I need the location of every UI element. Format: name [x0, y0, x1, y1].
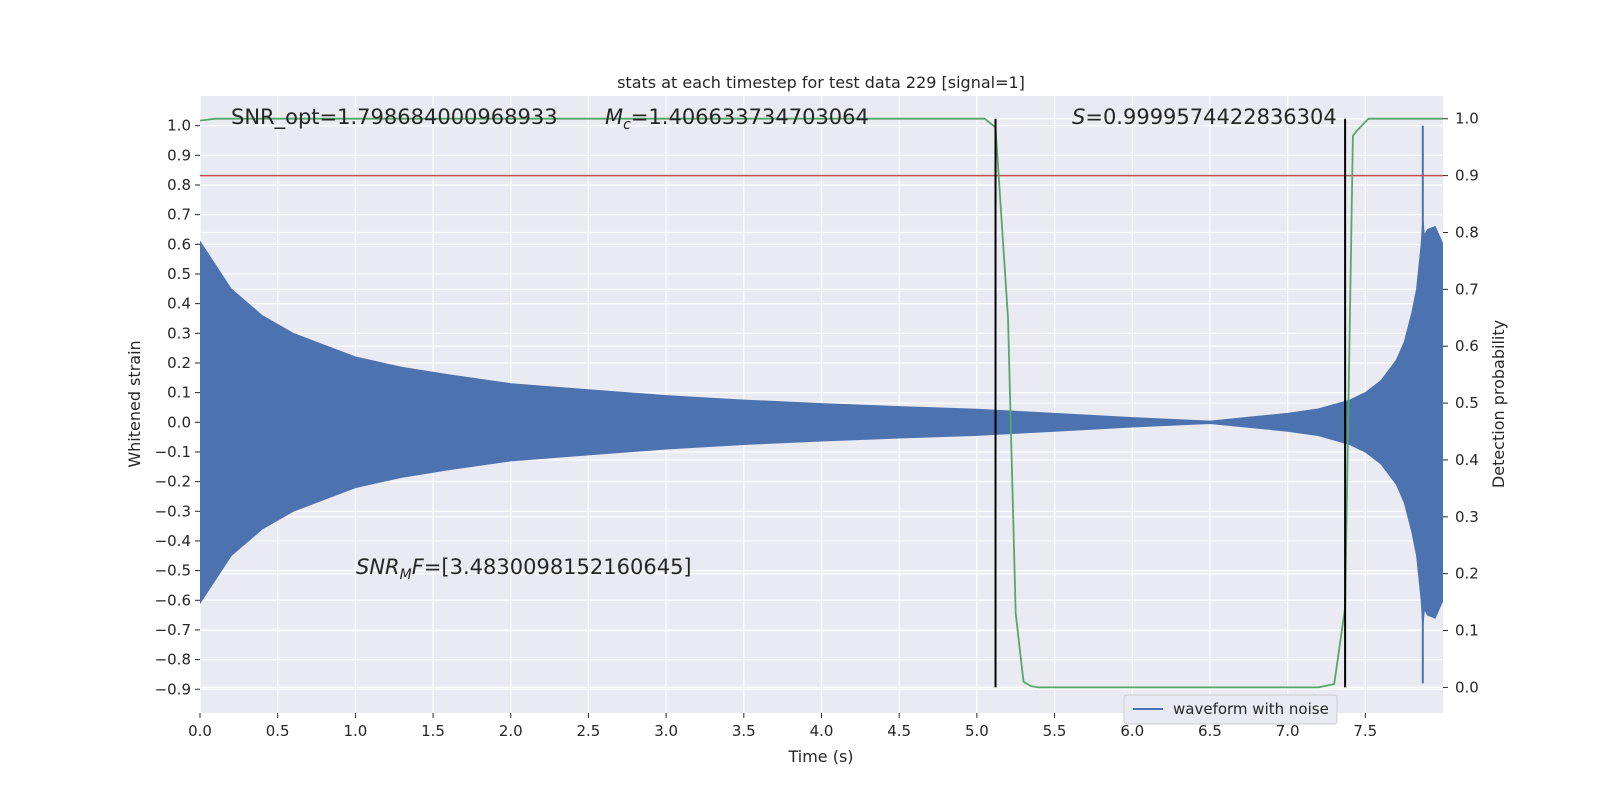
y-tick-label: 0.5: [167, 265, 191, 283]
chirp-mass-subscript: c: [623, 117, 631, 133]
y-tick-label: 0.0: [167, 413, 191, 431]
x-axis-title: Time (s): [787, 747, 853, 766]
x-tick-label: 3.5: [732, 722, 756, 740]
chirp-mass-value: =1.406633734703064: [631, 105, 869, 129]
y-tick-label: −0.5: [155, 562, 191, 580]
y-tick-label: 0.9: [167, 146, 191, 164]
x-tick-label: 5.0: [965, 722, 989, 740]
y-tick-label: 0.3: [167, 324, 191, 342]
y-right-tick-label: 0.6: [1455, 337, 1479, 355]
y-tick-label: −0.9: [155, 680, 191, 698]
legend: waveform with noise: [1123, 694, 1338, 725]
y-tick-label: −0.2: [155, 473, 191, 491]
legend-label-waveform: waveform with noise: [1173, 700, 1329, 718]
x-tick-label: 7.5: [1353, 722, 1377, 740]
y-tick-label: −0.1: [155, 443, 191, 461]
y-axis-title: Whitened strain: [125, 340, 144, 467]
snr-mf-symbol: SNR: [356, 555, 400, 579]
y-tick-label: −0.3: [155, 502, 191, 520]
grid: [199, 96, 1443, 713]
y-tick-label: 0.4: [167, 295, 191, 313]
x-tick-label: 5.5: [1043, 722, 1067, 740]
x-tick-label: 6.0: [1120, 722, 1144, 740]
y-right-tick-label: 0.4: [1455, 451, 1479, 469]
y-tick-label: −0.8: [155, 651, 191, 669]
legend-box: [1123, 694, 1338, 725]
y-tick-label: 0.6: [167, 235, 191, 253]
chart-marks: [200, 117, 1443, 689]
snr-mf-value: =[3.4830098152160645]: [424, 555, 692, 579]
y-right-tick-label: 0.0: [1455, 678, 1479, 696]
snr-mf-annotation: SNRMF=[3.4830098152160645]: [356, 555, 692, 583]
y-right-tick-label: 1.0: [1455, 110, 1479, 128]
chart-title: stats at each timestep for test data 229…: [617, 73, 1025, 92]
x-tick-label: 2.0: [499, 722, 523, 740]
y-tick-label: 0.8: [167, 176, 191, 194]
y-tick-label: 0.2: [167, 354, 191, 372]
snr-mf-symbol-tail: F: [412, 555, 425, 579]
x-tick-label: 0.0: [188, 722, 212, 740]
y-right-tick-label: 0.5: [1455, 394, 1479, 412]
detection-probability-series: [200, 117, 1443, 689]
y-right-tick-label: 0.3: [1455, 508, 1479, 526]
y-right-tick-label: 0.1: [1455, 622, 1479, 640]
snr-mf-subscript: M: [400, 567, 412, 583]
detection-stat-annotation: S=0.9999574422836304: [1072, 105, 1337, 129]
snr-opt-annotation: SNR_opt=1.798684000968933: [231, 105, 558, 130]
y-axis-right-title: Detection probability: [1489, 320, 1508, 488]
x-tick-label: 1.5: [421, 722, 445, 740]
x-tick-label: 1.0: [343, 722, 367, 740]
y-tick-label: 0.1: [167, 384, 191, 402]
y-tick-label: 1.0: [167, 117, 191, 135]
y-tick-label: −0.4: [155, 532, 191, 550]
x-tick-label: 3.0: [654, 722, 678, 740]
axes: 0.0 0.5 1.0 1.5 2.0 2.5 3.0 3.5 4.0 4.5 5.0 5.5 6.0 6…: [155, 110, 1479, 740]
waveform-series: [200, 217, 1443, 628]
chirp-mass-symbol: M: [605, 105, 623, 129]
y-right-tick-label: 0.9: [1455, 167, 1479, 185]
y-right-tick-label: 0.7: [1455, 280, 1479, 298]
x-tick-label: 7.0: [1276, 722, 1300, 740]
x-tick-label: 4.5: [887, 722, 911, 740]
detection-stat-value: =0.9999574422836304: [1085, 105, 1336, 129]
y-tick-label: −0.7: [155, 621, 191, 639]
x-tick-label: 0.5: [266, 722, 290, 740]
chirp-mass-annotation: Mc=1.406633734703064: [605, 105, 869, 133]
y-right-tick-label: 0.8: [1455, 223, 1479, 241]
x-tick-label: 6.5: [1198, 722, 1222, 740]
y-right-tick-label: 0.2: [1455, 565, 1479, 583]
y-tick-label: 0.7: [167, 206, 191, 224]
y-tick-label: −0.6: [155, 591, 191, 609]
x-tick-label: 4.0: [810, 722, 834, 740]
x-tick-label: 2.5: [577, 722, 601, 740]
detection-stat-symbol: S: [1072, 105, 1085, 129]
